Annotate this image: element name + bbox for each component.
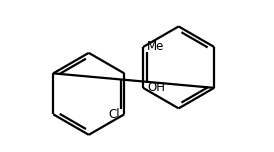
Text: OH: OH — [147, 81, 165, 94]
Text: Cl: Cl — [109, 108, 120, 121]
Text: Me: Me — [147, 40, 164, 53]
